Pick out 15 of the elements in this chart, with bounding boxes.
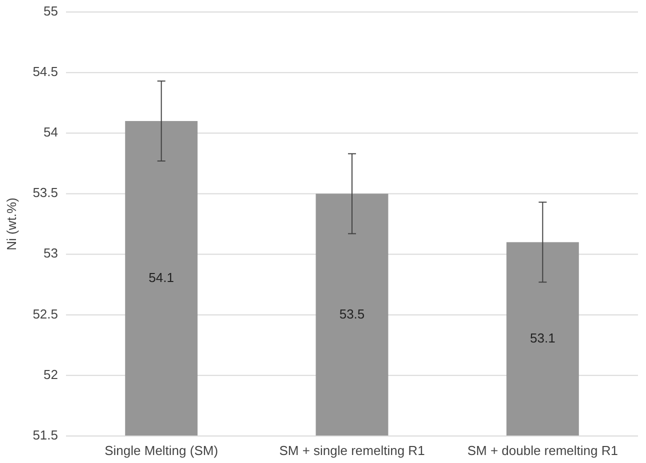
y-tick-label: 51.5	[32, 427, 58, 442]
y-tick-label: 53	[44, 246, 58, 261]
x-tick-label: Single Melting (SM)	[104, 443, 218, 458]
data-label: 53.1	[530, 330, 556, 346]
x-tick-label: SM + double remelting R1	[467, 443, 618, 458]
data-label: 54.1	[148, 270, 174, 285]
y-tick-label: 52.5	[32, 306, 58, 322]
x-tick-label: SM + single remelting R1	[279, 443, 425, 458]
y-tick-label: 52	[44, 366, 58, 382]
y-tick-label: 54	[44, 124, 58, 140]
y-tick-label: 53.5	[32, 185, 58, 200]
y-tick-label: 54.5	[32, 64, 58, 80]
y-tick-label: 55	[44, 3, 58, 18]
y-axis-title: Ni (wt.%)	[4, 198, 19, 250]
data-label: 53.5	[339, 306, 365, 322]
